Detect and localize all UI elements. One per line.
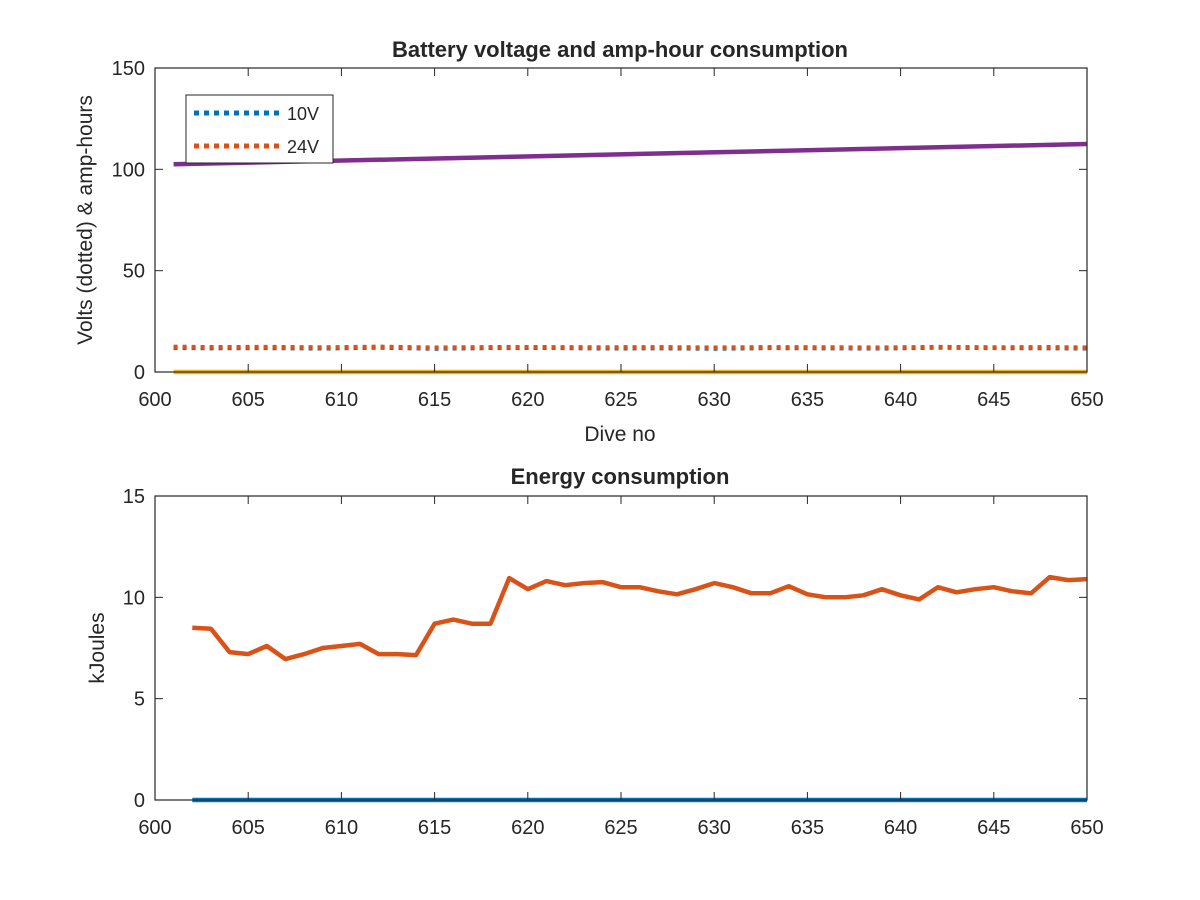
legend-label-24v: 24V <box>287 137 319 157</box>
y-tick-label: 150 <box>112 58 145 80</box>
x-tick-label: 615 <box>418 817 451 839</box>
x-tick-label: 600 <box>138 389 171 411</box>
voltage-plot-legend: 10V 24V <box>185 94 334 164</box>
x-tick-label: 650 <box>1070 817 1103 839</box>
x-tick-label: 650 <box>1070 389 1103 411</box>
x-tick-label: 600 <box>138 817 171 839</box>
x-tick-label: 625 <box>604 817 637 839</box>
voltage-plot-title: Battery voltage and amp-hour consumption <box>392 37 848 62</box>
energy-plot-frame <box>154 495 1088 801</box>
legend-box <box>185 94 334 164</box>
x-tick-label: 610 <box>325 817 358 839</box>
x-tick-label: 605 <box>232 389 265 411</box>
x-tick-label: 605 <box>232 817 265 839</box>
x-tick-label: 645 <box>977 389 1010 411</box>
energy-plot-ylabel: kJoules <box>86 612 109 683</box>
x-tick-label: 630 <box>698 817 731 839</box>
voltage-plot-ylabel: Volts (dotted) & amp-hours <box>74 95 97 345</box>
y-tick-label: 10 <box>123 587 145 609</box>
x-tick-label: 615 <box>418 389 451 411</box>
x-tick-label: 635 <box>791 817 824 839</box>
y-tick-label: 5 <box>134 689 145 711</box>
y-tick-label: 0 <box>134 362 145 384</box>
y-tick-label: 50 <box>123 261 145 283</box>
x-tick-label: 630 <box>698 389 731 411</box>
voltage-plot-frame <box>154 67 1088 373</box>
x-tick-label: 635 <box>791 389 824 411</box>
voltage-plot-xlabel: Dive no <box>584 423 655 446</box>
x-tick-label: 640 <box>884 389 917 411</box>
x-tick-label: 620 <box>511 817 544 839</box>
energy-plot-ticks: 600 605 610 615 620 625 630 635 640 645 650 0 5 10 15 <box>123 486 1104 839</box>
voltage-plot-ticks: 600 605 610 615 620 625 630 635 640 645 650 0 50 100 1… <box>112 58 1104 411</box>
energy-plot-title: Energy consumption <box>511 464 730 489</box>
y-tick-label: 100 <box>112 159 145 181</box>
x-tick-label: 645 <box>977 817 1010 839</box>
x-tick-label: 625 <box>604 389 637 411</box>
voltage-amphour-plot: Battery voltage and amp-hour consumption… <box>74 37 1104 446</box>
energy-plot-series-orange-line <box>192 574 1088 662</box>
y-tick-label: 0 <box>134 790 145 812</box>
energy-plot: Energy consumption kJoules 600 605 610 615 6… <box>86 464 1104 839</box>
legend-label-10v: 10V <box>287 104 319 124</box>
y-tick-label: 15 <box>123 486 145 508</box>
x-tick-label: 620 <box>511 389 544 411</box>
x-tick-label: 640 <box>884 817 917 839</box>
x-tick-label: 610 <box>325 389 358 411</box>
